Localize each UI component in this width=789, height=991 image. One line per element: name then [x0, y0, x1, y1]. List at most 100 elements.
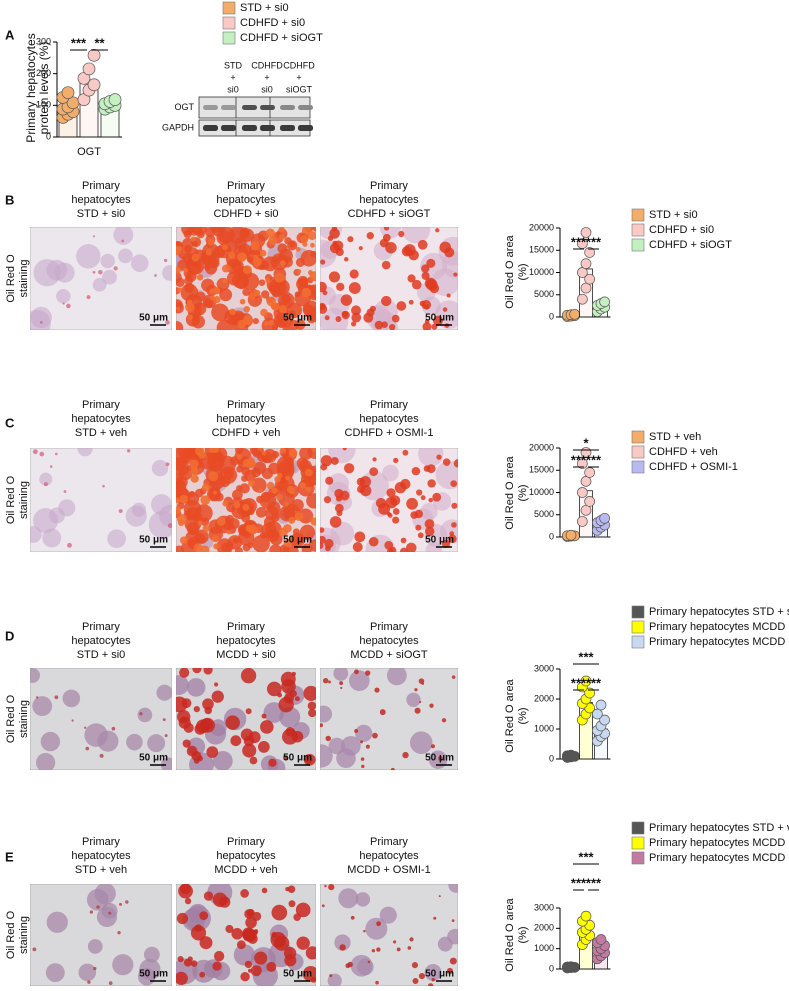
image-title: CDHFD + siOGT — [348, 208, 431, 220]
legend-label: STD + si0 — [649, 209, 698, 221]
micrograph-blob — [325, 735, 331, 742]
micrograph-blob — [176, 475, 188, 488]
legend-label: CDHFD + si0 — [649, 224, 714, 236]
blot-column-label: siOGT — [286, 84, 313, 94]
micrograph-blob — [381, 260, 391, 270]
image-title: hepatocytes — [359, 194, 419, 206]
micrograph-blob — [271, 931, 278, 938]
image-title: hepatocytes — [359, 635, 419, 647]
significance-label: * — [583, 435, 589, 450]
micrograph-blob — [78, 963, 97, 982]
micrograph — [176, 884, 316, 986]
micrograph-blob — [303, 753, 316, 766]
micrograph-blob — [335, 316, 342, 322]
micrograph-blob — [296, 457, 309, 470]
micrograph-blob — [100, 253, 115, 269]
micrograph-blob — [45, 963, 65, 983]
micrograph-blob — [55, 452, 58, 456]
y-tick-label: 10000 — [529, 487, 554, 497]
micrograph-blob — [441, 539, 451, 548]
data-point — [108, 93, 122, 106]
micrograph — [320, 448, 458, 552]
blot-band — [280, 105, 295, 110]
micrograph-blob — [424, 319, 430, 325]
data-point — [565, 961, 577, 973]
image-title: STD + si0 — [77, 208, 126, 220]
micrograph-blob — [376, 947, 381, 952]
image-title: hepatocytes — [359, 413, 419, 425]
image-title: MCDD + siOGT — [350, 649, 428, 661]
image-title: Primary — [82, 836, 120, 848]
micrograph-blob — [309, 271, 316, 282]
significance-label: *** — [578, 849, 594, 864]
data-point — [569, 308, 580, 320]
micrograph-blob — [201, 483, 211, 492]
micrograph-blob — [245, 916, 257, 929]
y-axis-label: Primary hepatocytes — [24, 33, 38, 142]
significance-label: *** — [578, 649, 594, 664]
micrograph-blob — [367, 960, 371, 964]
significance-label: *** — [571, 675, 587, 690]
micrograph-blob — [179, 668, 190, 678]
image-title: Primary — [82, 180, 120, 192]
micrograph-blob — [162, 718, 166, 722]
micrograph-blob — [336, 510, 343, 517]
data-point — [580, 476, 592, 487]
micrograph-blob — [451, 919, 455, 922]
micrograph-blob — [84, 726, 87, 729]
micrograph-blob — [330, 457, 339, 465]
micrograph-blob — [131, 502, 147, 517]
data-point — [577, 458, 588, 469]
micrograph-blob — [178, 884, 193, 899]
micrograph-blob — [251, 477, 267, 493]
blot-band — [298, 125, 313, 131]
micrograph-blob — [183, 958, 192, 967]
row-label: staining — [18, 916, 30, 954]
micrograph-blob — [329, 974, 333, 978]
micrograph-blob — [40, 731, 61, 752]
y-axis-label: Oil Red O area — [504, 678, 516, 752]
micrograph-blob — [221, 264, 230, 273]
micrograph-blob — [406, 497, 418, 510]
micrograph-blob — [347, 236, 354, 243]
micrograph-blob — [196, 755, 203, 762]
micrograph-blob — [243, 305, 250, 313]
micrograph-blob — [239, 298, 246, 305]
micrograph-blob — [446, 293, 451, 298]
x-axis-label: OGT — [77, 146, 101, 158]
micrograph-blob — [176, 271, 182, 283]
micrograph-blob — [211, 690, 224, 703]
micrograph-blob — [271, 324, 278, 330]
micrograph-blob — [240, 889, 249, 898]
micrograph-blob — [288, 900, 296, 908]
micrograph-blob — [266, 681, 282, 697]
micrograph-blob — [240, 972, 250, 982]
image-title: STD + veh — [75, 864, 127, 876]
micrograph-blob — [230, 735, 242, 747]
micrograph-blob — [194, 504, 213, 523]
micrograph-blob — [111, 726, 116, 731]
micrograph-blob — [39, 321, 43, 324]
micrograph-blob — [409, 937, 414, 942]
micrograph-blob — [194, 529, 209, 544]
micrograph-blob — [340, 686, 343, 690]
micrograph-blob — [393, 940, 397, 944]
data-point — [595, 934, 607, 945]
micrograph-blob — [113, 227, 134, 245]
legend-swatch — [631, 460, 645, 474]
micrograph-blob — [451, 502, 458, 509]
blot-band — [260, 105, 275, 110]
micrograph-blob — [241, 466, 251, 476]
legend-swatch — [631, 445, 645, 459]
image-title: hepatocytes — [216, 194, 276, 206]
micrograph-blob — [358, 246, 363, 251]
micrograph-blob — [324, 315, 330, 321]
micrograph-blob — [85, 746, 90, 751]
micrograph-blob — [391, 314, 400, 323]
micrograph — [176, 448, 316, 552]
micrograph-blob — [192, 668, 202, 674]
micrograph-blob — [248, 479, 256, 487]
micrograph-blob — [213, 490, 218, 495]
data-point — [577, 293, 588, 305]
micrograph-blob — [451, 522, 457, 528]
